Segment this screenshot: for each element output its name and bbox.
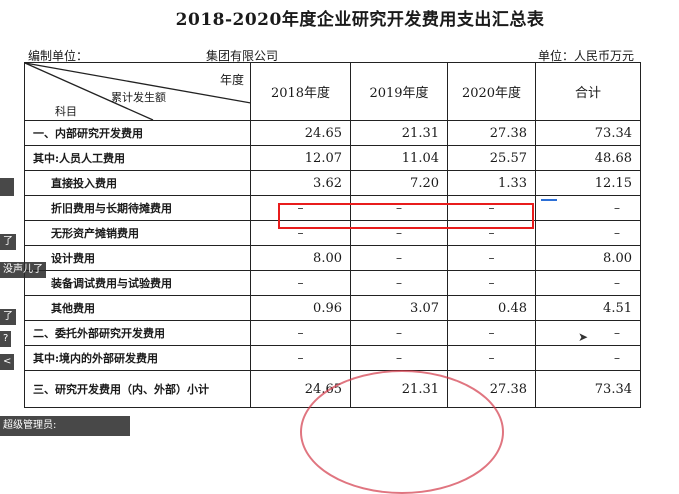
- header-amount: 累计发生额: [111, 91, 166, 104]
- value-cell: 1.33: [447, 170, 536, 196]
- document-title: 2018-2020年度企业研究开发费用支出汇总表: [175, 10, 545, 30]
- row-label: 折旧费用与长期待摊费用: [24, 195, 251, 221]
- row-label: 二、委托外部研究开发费用: [24, 320, 251, 346]
- value-cell: –: [447, 245, 536, 271]
- table-row: 设计费用 8.00– –8.00: [24, 245, 641, 271]
- value-cell: 25.57: [447, 145, 536, 171]
- table-row: 装备调试费用与试验费用 – – – –: [24, 270, 641, 296]
- value-cell: 12.15: [535, 170, 641, 196]
- table-row: 无形资产摊销费用 – – – –: [24, 220, 641, 246]
- row-label: 直接投入费用: [24, 170, 251, 196]
- header-year: 年度: [219, 73, 244, 87]
- table-row: 二、委托外部研究开发费用 – – – –: [24, 320, 641, 346]
- value-cell: –: [447, 320, 536, 346]
- collapse-chat-button[interactable]: <: [0, 354, 15, 370]
- value-cell: 73.34: [535, 120, 641, 146]
- table-row: 其他费用 0.96 3.07 0.48 4.51: [24, 295, 641, 321]
- header-subject: 科目: [55, 105, 77, 118]
- value-cell: –: [350, 245, 448, 271]
- value-cell: 8.00: [535, 245, 641, 271]
- value-cell: 24.65: [250, 120, 351, 146]
- row-label: 其中:境内的外部研发费用: [24, 345, 251, 371]
- value-cell: –: [350, 220, 448, 246]
- value-cell: 3.07: [350, 295, 448, 321]
- row-label: 三、研究开发费用（内、外部）小计: [24, 370, 251, 408]
- column-header: 合计: [535, 62, 641, 121]
- value-cell: –: [447, 270, 536, 296]
- row-label: 设计费用: [24, 245, 251, 271]
- column-header: 2020年度: [447, 62, 536, 121]
- company-name: 集团有限公司: [206, 49, 279, 63]
- company-seal: [300, 370, 504, 494]
- value-cell: 73.34: [535, 370, 641, 408]
- value-cell: 0.96: [250, 295, 351, 321]
- expense-summary-table: 年度 累计发生额 科目 2018年度 2019年度 2020年度 合计 一、内部…: [24, 62, 641, 408]
- value-cell: –: [535, 270, 641, 296]
- value-cell: –: [535, 320, 641, 346]
- value-cell: 7.20: [350, 170, 448, 196]
- value-cell: –: [350, 270, 448, 296]
- row-label: 其他费用: [24, 295, 251, 321]
- header-row: 年度 累计发生额 科目 2018年度 2019年度 2020年度 合计: [24, 62, 641, 121]
- highlight-box: [278, 203, 534, 229]
- value-cell: –: [250, 220, 351, 246]
- chat-bubble: 了: [0, 309, 16, 325]
- chat-bubble: ?: [0, 331, 12, 347]
- mouse-cursor-icon: ➤: [578, 330, 589, 344]
- value-cell: 11.04: [350, 145, 448, 171]
- value-cell: 12.07: [250, 145, 351, 171]
- table-row: 一、内部研究开发费用 24.65 21.31 27.38 73.34: [24, 120, 641, 146]
- table-row: 其中:人员人工费用 12.07 11.04 25.57 48.68: [24, 145, 641, 171]
- value-cell: 3.62: [250, 170, 351, 196]
- value-cell: –: [350, 345, 448, 371]
- value-cell: –: [447, 345, 536, 371]
- value-cell: –: [250, 320, 351, 346]
- row-label: 装备调试费用与试验费用: [24, 270, 251, 296]
- annotation-mark: [541, 199, 557, 201]
- value-cell: 0.48: [447, 295, 536, 321]
- value-cell: 4.51: [535, 295, 641, 321]
- bottom-user-bar: 超级管理员:: [0, 416, 130, 436]
- currency-unit: 单位：人民币万元: [538, 49, 635, 63]
- diagonal-header-cell: 年度 累计发生额 科目: [24, 62, 251, 121]
- value-cell: 27.38: [447, 120, 536, 146]
- column-header: 2018年度: [250, 62, 351, 121]
- compiling-unit-label: 编制单位：: [28, 49, 89, 63]
- chat-bubble: [0, 178, 14, 196]
- chat-bubble: 没声儿了: [0, 262, 46, 278]
- value-cell: –: [535, 220, 641, 246]
- value-cell: 21.31: [350, 120, 448, 146]
- column-header: 2019年度: [350, 62, 448, 121]
- row-label: 一、内部研究开发费用: [24, 120, 251, 146]
- table-row: 直接投入费用 3.62 7.20 1.33 12.15: [24, 170, 641, 196]
- value-cell: 8.00: [250, 245, 351, 271]
- row-label: 其中:人员人工费用: [24, 145, 251, 171]
- value-cell: –: [250, 345, 351, 371]
- chat-bubble: 了: [0, 234, 16, 250]
- value-cell: –: [535, 345, 641, 371]
- row-label: 无形资产摊销费用: [24, 220, 251, 246]
- value-cell: –: [350, 320, 448, 346]
- value-cell: 48.68: [535, 145, 641, 171]
- value-cell: –: [250, 270, 351, 296]
- table-row: 其中:境内的外部研发费用 – – – –: [24, 345, 641, 371]
